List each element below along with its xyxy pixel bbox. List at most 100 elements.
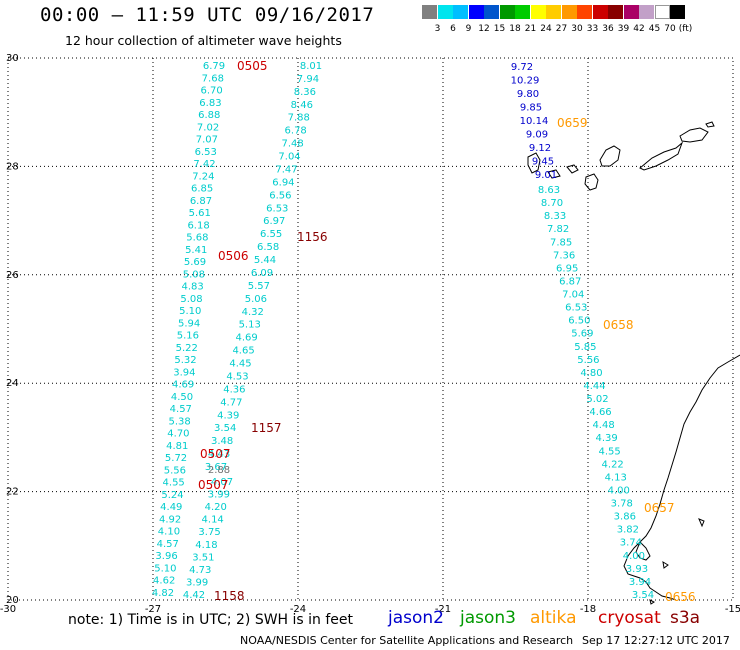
wave-height-value: 8.46: [291, 100, 313, 111]
wave-height-value: 6.94: [272, 177, 294, 188]
satellite-jason3: jason3: [460, 608, 516, 628]
wave-height-value: 3.48: [211, 436, 233, 447]
satellite-jason2: jason2: [388, 608, 444, 628]
wave-height-value: 5.69: [571, 329, 593, 340]
wave-height-value: 5.02: [586, 394, 608, 405]
wave-height-value: 3.94: [173, 367, 195, 378]
wave-height-value: 4.43: [208, 449, 230, 460]
page-title: 00:00 – 11:59 UTC 09/16/2017: [40, 4, 375, 26]
wave-height-value: 9.12: [529, 143, 551, 154]
wave-height-value: 4.44: [583, 381, 605, 392]
wave-height-value: 5.08: [180, 294, 202, 305]
legend-swatch: [654, 5, 670, 19]
wave-height-value: 8.33: [544, 211, 566, 222]
wave-height-value: 6.70: [200, 86, 222, 97]
legend-label: 45: [648, 24, 661, 34]
satellite-altika: altika: [530, 608, 577, 628]
legend-label: 12: [478, 24, 490, 34]
footer-note: note: 1) Time is in UTC; 2) SWH is in fe…: [68, 612, 354, 628]
wave-height-value: 6.50: [568, 316, 590, 327]
map-grid: [7, 57, 734, 601]
wave-height-value: 4.00: [608, 485, 630, 496]
wave-height-value: 6.53: [565, 303, 587, 314]
wave-height-value: 5.38: [168, 416, 190, 427]
legend-label: 6: [450, 24, 456, 34]
wave-height-value: 6.97: [263, 216, 285, 227]
wave-height-value: 6.85: [191, 184, 213, 195]
legend-swatch: [499, 5, 515, 19]
wave-height-value: 5.56: [164, 465, 186, 476]
island-el-hierro: [547, 169, 561, 179]
wave-height-value: 4.82: [152, 588, 174, 599]
island-tenerife: [599, 145, 621, 167]
wave-height-value: 8.36: [294, 87, 316, 98]
wave-height-value: 4.13: [605, 472, 627, 483]
wave-height-value: 4.42: [183, 590, 205, 601]
wave-height-value: 3.75: [198, 527, 220, 538]
island-lanzarote: [679, 127, 709, 143]
x-tick-label: -24: [290, 604, 306, 615]
wave-height-value: 4.49: [160, 502, 182, 513]
legend-swatch: [546, 5, 561, 19]
wave-height-value: 6.53: [266, 203, 288, 214]
wave-height-value: 4.20: [205, 502, 227, 513]
legend-swatch: [670, 5, 685, 19]
wave-height-value: 5.56: [577, 355, 599, 366]
wave-height-value: 3.99: [186, 577, 208, 588]
wave-height-value: 4.32: [242, 307, 264, 318]
wave-height-value: 4.48: [592, 420, 614, 431]
wave-height-value: 6.55: [260, 229, 282, 240]
wave-height-value: 6.79: [203, 61, 225, 72]
wave-height-value: 3.54: [214, 423, 236, 434]
pass-time-label: 0507: [200, 447, 231, 461]
wave-height-value: 6.87: [559, 276, 581, 287]
wave-height-value: 5.10: [179, 306, 201, 317]
y-tick-label: 20: [6, 595, 19, 606]
wave-height-value: 10.14: [520, 116, 549, 127]
legend-label: 9: [465, 24, 472, 34]
wave-height-value: 6.88: [198, 110, 220, 121]
wave-height-value: 4.07: [211, 477, 233, 488]
wave-height-value: 9.09: [526, 130, 548, 141]
wave-height-value: 3.94: [629, 577, 651, 588]
wave-height-value: 7.36: [553, 250, 575, 261]
legend-label: 24: [540, 24, 552, 34]
legend-label: (ft): [678, 24, 693, 34]
islet-b: [662, 561, 669, 569]
legend-swatch: [453, 5, 468, 19]
legend-label: 27: [555, 24, 568, 34]
legend-swatch: [639, 5, 654, 19]
wave-height-value: 3.78: [611, 499, 633, 510]
legend-swatch: [437, 5, 453, 19]
credit-text: NOAA/NESDIS Center for Satellite Applica…: [240, 634, 574, 647]
wave-height-value: 4.62: [153, 576, 175, 587]
wave-height-value: 4.14: [202, 515, 224, 526]
wave-height-value: 4.69: [236, 333, 258, 344]
wave-height-value: 7.24: [192, 171, 214, 182]
wave-height-value: 4.70: [167, 429, 189, 440]
legend-label: 70: [664, 24, 676, 34]
wave-height-value: 4.55: [163, 478, 185, 489]
pass-time-label: 0658: [603, 318, 634, 332]
legend-swatch: [561, 5, 577, 19]
wave-height-value: 5.57: [248, 281, 270, 292]
wave-height-value: 7.04: [562, 290, 584, 301]
wave-height-value: 4.81: [166, 441, 188, 452]
pass-time-label: 1157: [251, 421, 282, 435]
wave-height-value: 6.56: [269, 190, 291, 201]
legend-label: 39: [617, 24, 630, 34]
wave-height-value: 5.69: [184, 257, 206, 268]
wave-height-value: 7.85: [550, 237, 572, 248]
wave-height-value: 3.86: [614, 512, 636, 523]
legend-swatch: [468, 5, 484, 19]
wave-height-value: 2.88: [208, 465, 230, 476]
legend-label: 21: [524, 24, 537, 34]
wave-height-value: 4.80: [580, 368, 602, 379]
wave-height-value: 3.54: [632, 590, 654, 601]
wave-height-value: 6.53: [195, 147, 217, 158]
wave-height-value: 4.10: [158, 527, 180, 538]
wave-height-value: 4.65: [232, 346, 254, 357]
x-tick-label: -21: [435, 604, 451, 615]
wave-height-value: 7.02: [197, 122, 219, 133]
legend-swatch: [484, 5, 499, 19]
